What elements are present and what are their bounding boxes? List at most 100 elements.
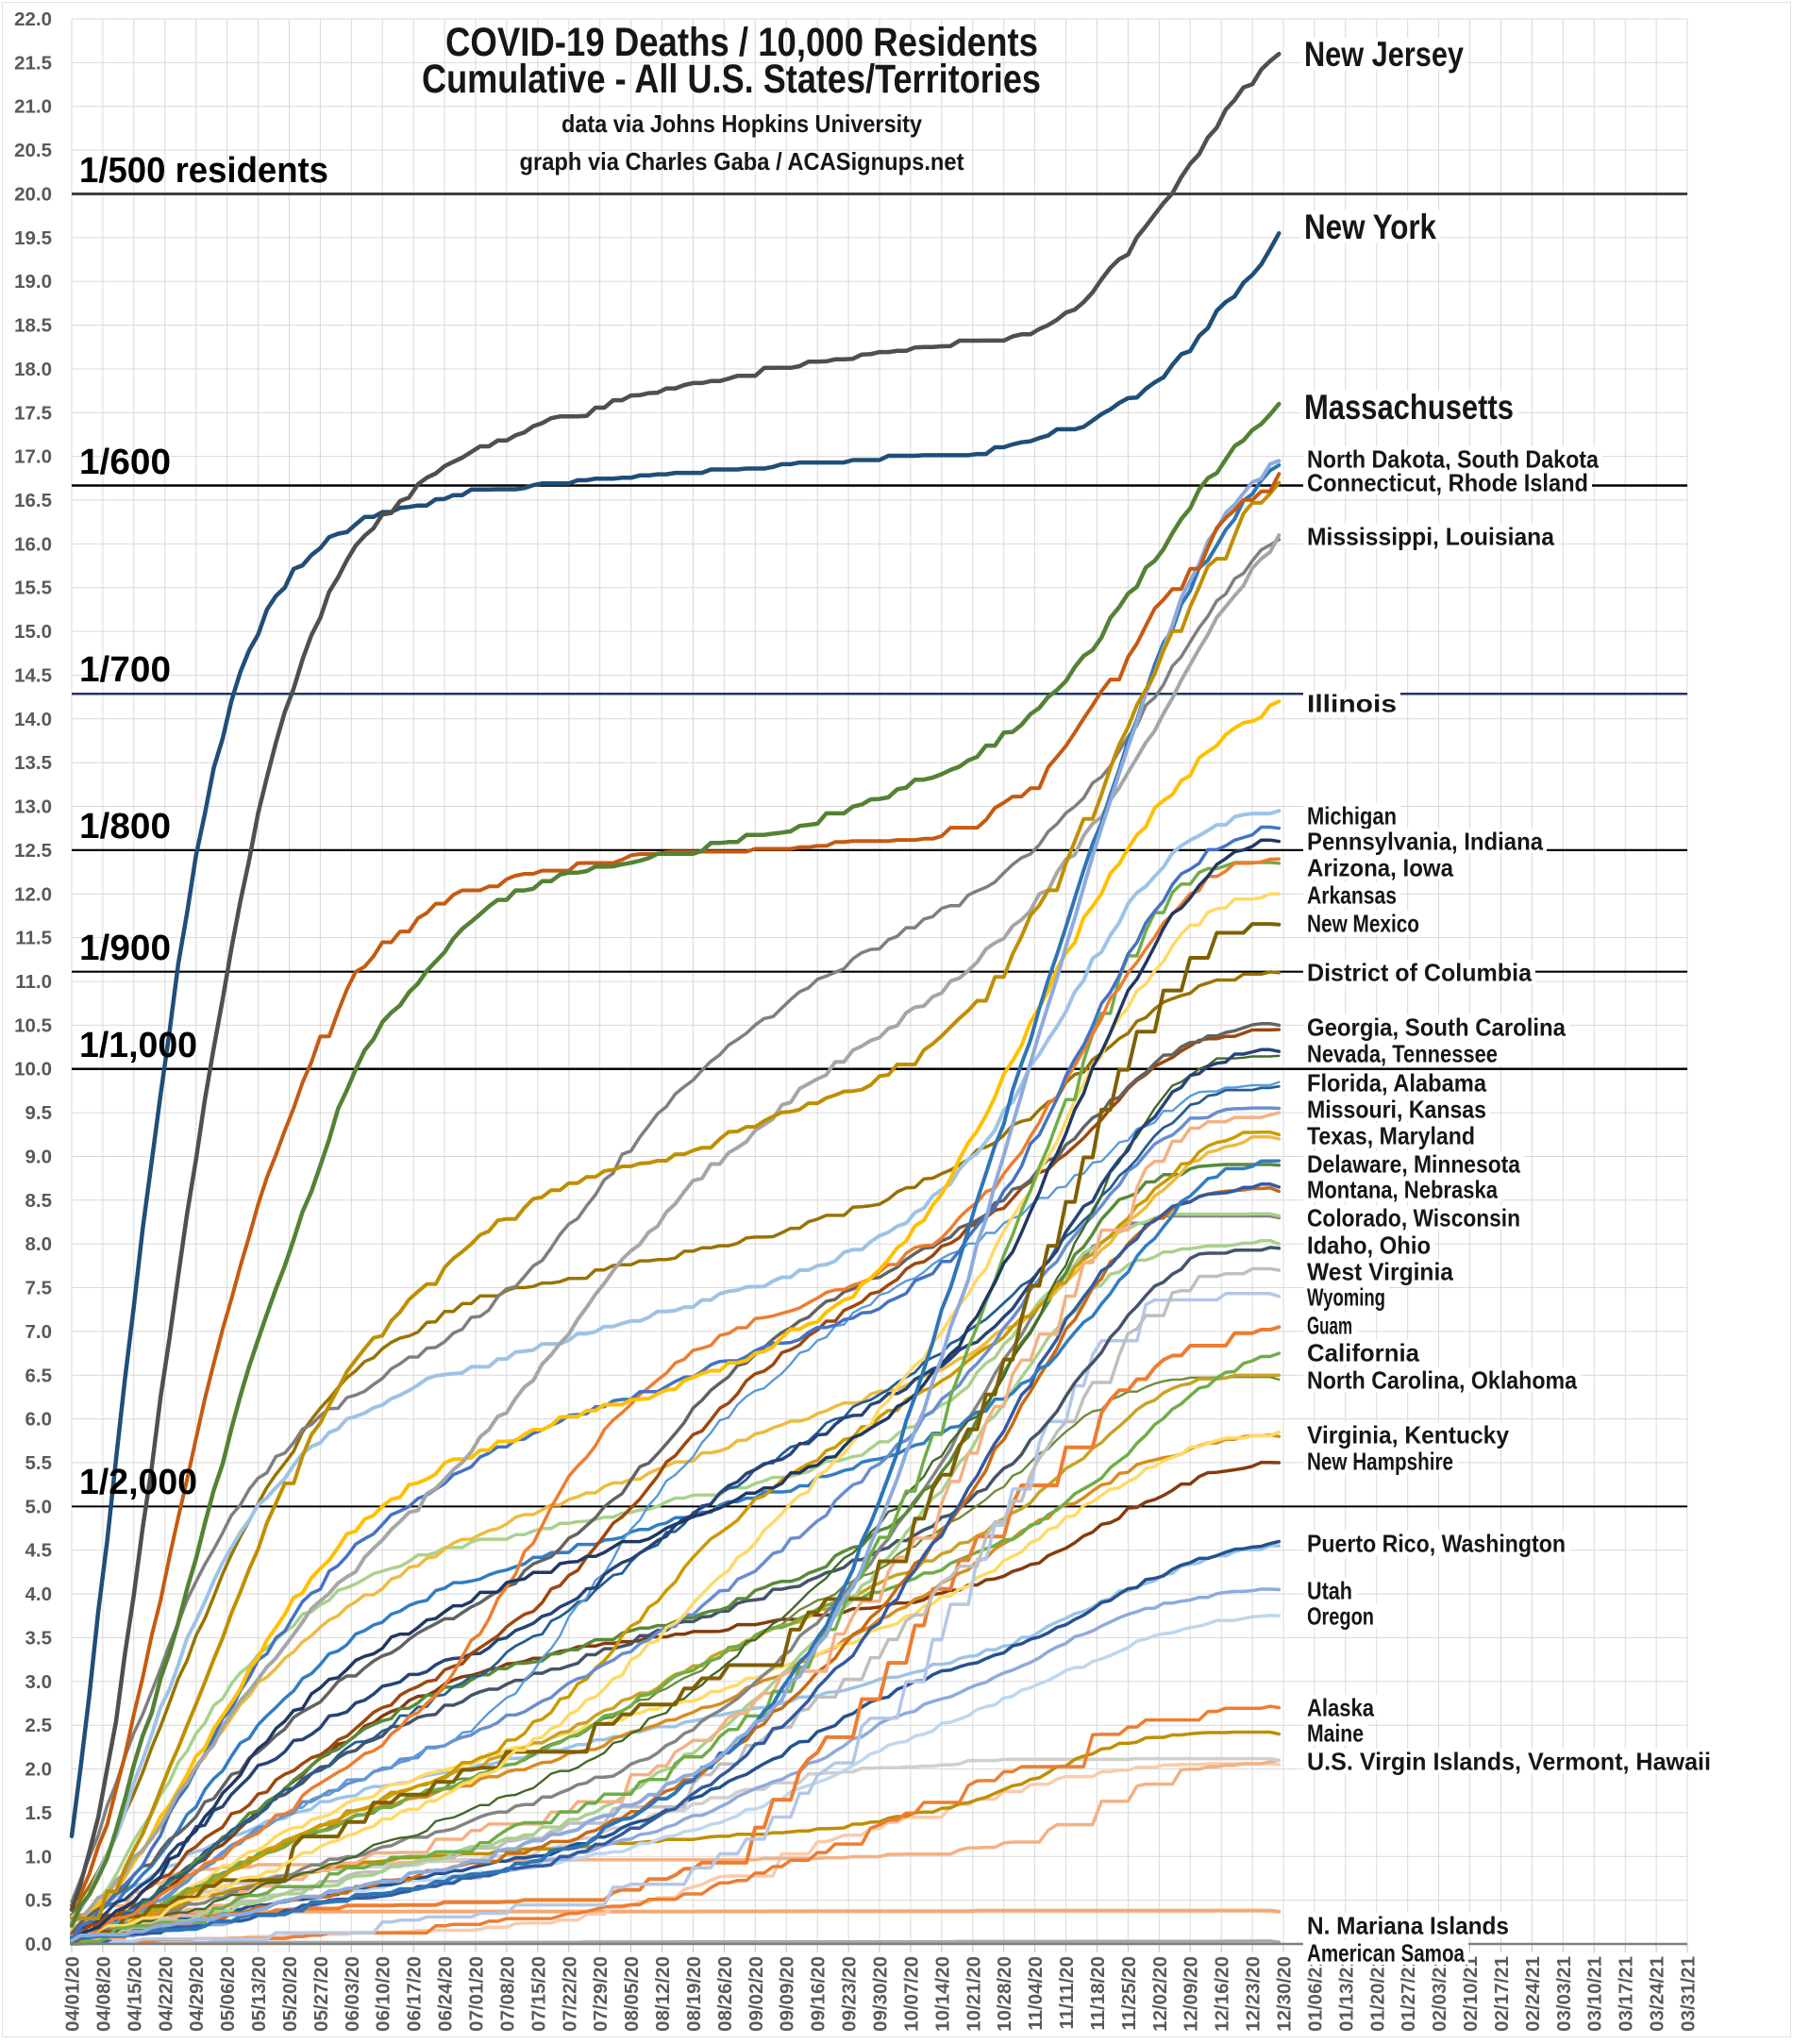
svg-text:10.5: 10.5	[14, 1014, 52, 1036]
svg-text:03/17/21: 03/17/21	[1616, 1956, 1637, 2032]
svg-text:Missouri, Kansas: Missouri, Kansas	[1307, 1096, 1486, 1124]
svg-text:18.5: 18.5	[14, 315, 52, 337]
svg-text:19.0: 19.0	[14, 271, 52, 293]
svg-text:1/1,000: 1/1,000	[79, 1026, 197, 1065]
svg-text:9.5: 9.5	[25, 1102, 53, 1124]
svg-text:2.0: 2.0	[25, 1759, 53, 1781]
svg-text:08/19/20: 08/19/20	[683, 1956, 705, 2032]
svg-text:11/25/20: 11/25/20	[1118, 1956, 1140, 2031]
svg-text:8.5: 8.5	[25, 1190, 53, 1212]
svg-text:17.5: 17.5	[14, 402, 52, 424]
svg-text:16.5: 16.5	[14, 490, 52, 511]
svg-text:09/30/20: 09/30/20	[870, 1956, 892, 2032]
svg-text:New York: New York	[1304, 208, 1436, 246]
svg-text:10/14/20: 10/14/20	[931, 1956, 953, 2032]
svg-text:0.5: 0.5	[25, 1890, 53, 1912]
svg-text:New Hampshire: New Hampshire	[1307, 1448, 1453, 1476]
svg-text:05/06/20: 05/06/20	[217, 1956, 239, 2032]
svg-text:19.5: 19.5	[14, 227, 52, 249]
svg-text:07/29/20: 07/29/20	[590, 1956, 612, 2032]
svg-text:06/03/20: 06/03/20	[342, 1956, 363, 2032]
svg-text:03/31/21: 03/31/21	[1678, 1956, 1700, 2032]
svg-text:18.0: 18.0	[14, 359, 52, 380]
svg-text:11.0: 11.0	[15, 971, 52, 993]
svg-text:Cumulative - All U.S. States/T: Cumulative - All U.S. States/Territories	[422, 57, 1041, 102]
svg-text:graph via Charles Gaba / ACASi: graph via Charles Gaba / ACASignups.net	[520, 147, 964, 176]
svg-text:9.0: 9.0	[25, 1147, 53, 1168]
svg-text:09/16/20: 09/16/20	[808, 1956, 829, 2032]
svg-text:Wyoming: Wyoming	[1307, 1283, 1385, 1312]
svg-text:3.5: 3.5	[25, 1628, 53, 1650]
svg-text:04/15/20: 04/15/20	[124, 1956, 145, 2032]
svg-text:0.0: 0.0	[25, 1934, 53, 1955]
svg-text:1/600: 1/600	[79, 443, 171, 482]
svg-text:Illinois: Illinois	[1307, 690, 1397, 718]
svg-text:Puerto Rico, Washington: Puerto Rico, Washington	[1307, 1530, 1566, 1558]
svg-text:12/09/20: 12/09/20	[1181, 1956, 1202, 2032]
svg-text:COVID-19 Deaths / 10,000 Resid: COVID-19 Deaths / 10,000 Residents	[445, 20, 1038, 65]
svg-text:05/13/20: 05/13/20	[248, 1956, 270, 2032]
svg-text:03/03/21: 03/03/21	[1553, 1956, 1575, 2032]
svg-text:7.0: 7.0	[25, 1321, 53, 1343]
svg-text:North Carolina, Oklahoma: North Carolina, Oklahoma	[1307, 1366, 1577, 1395]
svg-text:11/04/20: 11/04/20	[1025, 1956, 1047, 2031]
svg-text:03/24/21: 03/24/21	[1647, 1956, 1668, 2032]
svg-text:10/28/20: 10/28/20	[994, 1956, 1015, 2032]
svg-text:1/2,000: 1/2,000	[79, 1463, 197, 1502]
svg-text:1/500 residents: 1/500 residents	[79, 151, 328, 191]
svg-text:2.5: 2.5	[25, 1715, 53, 1736]
svg-text:21.0: 21.0	[14, 96, 52, 118]
svg-text:1/800: 1/800	[79, 807, 171, 846]
svg-text:District of Columbia: District of Columbia	[1307, 959, 1533, 987]
svg-text:4.0: 4.0	[25, 1583, 53, 1605]
svg-text:13.5: 13.5	[14, 752, 52, 774]
svg-text:Idaho, Ohio: Idaho, Ohio	[1307, 1231, 1431, 1260]
svg-text:07/22/20: 07/22/20	[559, 1956, 580, 2032]
svg-text:Georgia, South Carolina: Georgia, South Carolina	[1307, 1014, 1566, 1042]
svg-text:11.5: 11.5	[15, 928, 52, 949]
svg-text:09/09/20: 09/09/20	[777, 1956, 798, 2032]
svg-text:Utah: Utah	[1307, 1577, 1352, 1605]
svg-text:data via Johns Hopkins Univers: data via Johns Hopkins University	[561, 109, 922, 138]
svg-text:8.0: 8.0	[25, 1233, 53, 1255]
svg-text:12/02/20: 12/02/20	[1149, 1956, 1171, 2032]
svg-text:12/30/20: 12/30/20	[1274, 1956, 1296, 2032]
svg-text:06/10/20: 06/10/20	[373, 1956, 394, 2032]
svg-text:05/27/20: 05/27/20	[310, 1956, 332, 2032]
svg-text:04/22/20: 04/22/20	[155, 1956, 176, 2032]
svg-text:06/24/20: 06/24/20	[435, 1956, 457, 2032]
svg-text:Connecticut, Rhode Island: Connecticut, Rhode Island	[1307, 469, 1588, 497]
svg-text:14.5: 14.5	[14, 665, 52, 687]
svg-text:North Dakota, South Dakota: North Dakota, South Dakota	[1307, 445, 1599, 474]
svg-text:1/700: 1/700	[79, 650, 171, 690]
svg-text:03/10/21: 03/10/21	[1584, 1956, 1606, 2032]
svg-text:20.0: 20.0	[14, 184, 52, 206]
svg-text:04/01/20: 04/01/20	[62, 1956, 84, 2032]
svg-text:10.0: 10.0	[14, 1059, 52, 1081]
svg-text:Virginia, Kentucky: Virginia, Kentucky	[1307, 1421, 1510, 1449]
svg-text:Arkansas: Arkansas	[1307, 881, 1397, 910]
svg-text:1.0: 1.0	[25, 1846, 53, 1868]
svg-text:10/07/20: 10/07/20	[900, 1956, 922, 2032]
svg-text:1.5: 1.5	[25, 1802, 53, 1824]
svg-text:07/08/20: 07/08/20	[496, 1956, 518, 2032]
svg-text:09/02/20: 09/02/20	[746, 1956, 767, 2032]
svg-text:01/27/21: 01/27/21	[1398, 1956, 1419, 2032]
svg-text:02/24/21: 02/24/21	[1522, 1956, 1544, 2032]
svg-text:Montana, Nebraska: Montana, Nebraska	[1307, 1176, 1498, 1204]
svg-text:Oregon: Oregon	[1307, 1602, 1374, 1631]
svg-text:02/03/21: 02/03/21	[1429, 1956, 1450, 2032]
svg-text:05/20/20: 05/20/20	[279, 1956, 301, 2032]
svg-text:02/17/21: 02/17/21	[1491, 1956, 1513, 2032]
svg-text:N. Mariana Islands: N. Mariana Islands	[1307, 1912, 1509, 1940]
svg-text:Nevada, Tennessee: Nevada, Tennessee	[1307, 1040, 1498, 1068]
svg-text:U.S. Virgin Islands, Vermont,: U.S. Virgin Islands, Vermont, Hawaii	[1307, 1748, 1711, 1776]
svg-text:California: California	[1307, 1339, 1420, 1367]
svg-text:6.0: 6.0	[25, 1409, 53, 1431]
svg-text:08/05/20: 08/05/20	[621, 1956, 643, 2032]
svg-text:4.5: 4.5	[25, 1540, 53, 1562]
svg-text:14.0: 14.0	[14, 709, 52, 730]
svg-text:11/11/20: 11/11/20	[1056, 1956, 1078, 2030]
svg-text:New Jersey: New Jersey	[1304, 35, 1464, 74]
svg-text:16.0: 16.0	[14, 533, 52, 555]
